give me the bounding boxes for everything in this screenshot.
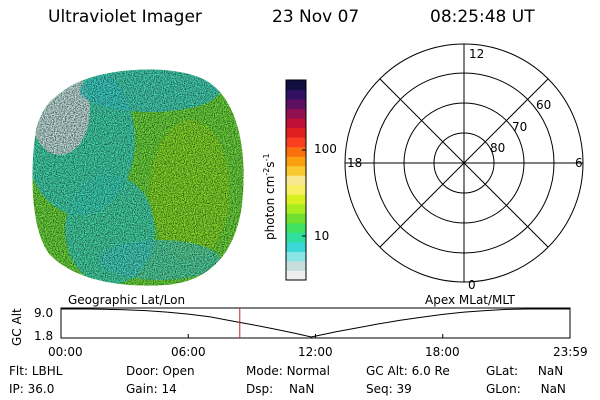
auroral-image-data <box>32 69 244 286</box>
info-door: Door: Open <box>126 364 195 378</box>
mlt-label-18: 18 <box>347 156 363 170</box>
colorbar-tick-10: 10 <box>314 229 330 243</box>
info-glon: GLon: NaN <box>486 382 566 396</box>
colorbar-segment <box>286 108 306 119</box>
colorbar-segment <box>286 118 306 129</box>
colorbar-segment <box>286 241 306 252</box>
timeline-right-title: Apex MLat/MLT <box>425 293 515 307</box>
timeline-frame <box>60 307 571 339</box>
timeline-tick-marks <box>60 334 571 338</box>
timeline-ytick-top: 9.0 <box>34 306 54 320</box>
timeline-left-title: Geographic Lat/Lon <box>68 293 186 307</box>
lat-label-80: 80 <box>490 141 506 155</box>
colorbar-segment <box>286 232 306 243</box>
colorbar-tick-100: 100 <box>314 142 337 156</box>
colorbar-segment <box>286 146 306 157</box>
colorbar-segment <box>286 89 306 100</box>
lat-label-70: 70 <box>512 120 528 134</box>
date-label: 23 Nov 07 <box>272 7 360 27</box>
timeline-xtick-0600: 06:00 <box>171 345 206 359</box>
colorbar-segment <box>286 270 306 281</box>
lat-label-60: 60 <box>536 98 552 112</box>
info-flt: Flt: LBHL <box>9 364 63 378</box>
colorbar-segment <box>286 80 306 91</box>
colorbar-segment <box>286 127 306 138</box>
colorbar-segment <box>286 203 306 214</box>
timeline-xtick-2359: 23:59 <box>553 345 588 359</box>
colorbar-segment <box>286 137 306 148</box>
colorbar-segment <box>286 222 306 233</box>
info-glat: GLat: NaN <box>486 364 564 378</box>
timeline-altitude-line <box>61 308 570 338</box>
colorbar-frame <box>285 79 307 281</box>
mlt-label-0: 0 <box>468 278 476 292</box>
timeline-ytick-bottom: 1.8 <box>34 329 54 343</box>
colorbar-segment <box>286 251 306 262</box>
timeline-xtick-1800: 18:00 <box>425 345 460 359</box>
colorbar-segment <box>286 175 306 186</box>
colorbar-segment <box>286 194 306 205</box>
colorbar-segment <box>286 165 306 176</box>
colorbar-segment <box>286 99 306 110</box>
mlt-label-12: 12 <box>469 47 485 61</box>
time-label: 08:25:48 UT <box>430 7 535 27</box>
info-mode: Mode: Normal <box>246 364 330 378</box>
colorbar-segment <box>286 184 306 195</box>
instrument-title: Ultraviolet Imager <box>48 7 202 27</box>
timeline-xtick-0000: 00:00 <box>48 345 83 359</box>
info-ip: IP: 36.0 <box>9 382 55 396</box>
colorbar-segment <box>286 156 306 167</box>
info-gcalt: GC Alt: 6.0 Re <box>366 364 450 378</box>
info-gain: Gain: 14 <box>126 382 177 396</box>
polar-diagonal-2 <box>379 78 549 248</box>
timeline-xtick-1200: 12:00 <box>298 345 333 359</box>
colorbar-segment <box>286 260 306 271</box>
mlt-label-6: 6 <box>575 156 583 170</box>
info-seq: Seq: 39 <box>366 382 412 396</box>
colorbar-segment <box>286 213 306 224</box>
info-dsp: Dsp: NaN <box>246 382 315 396</box>
